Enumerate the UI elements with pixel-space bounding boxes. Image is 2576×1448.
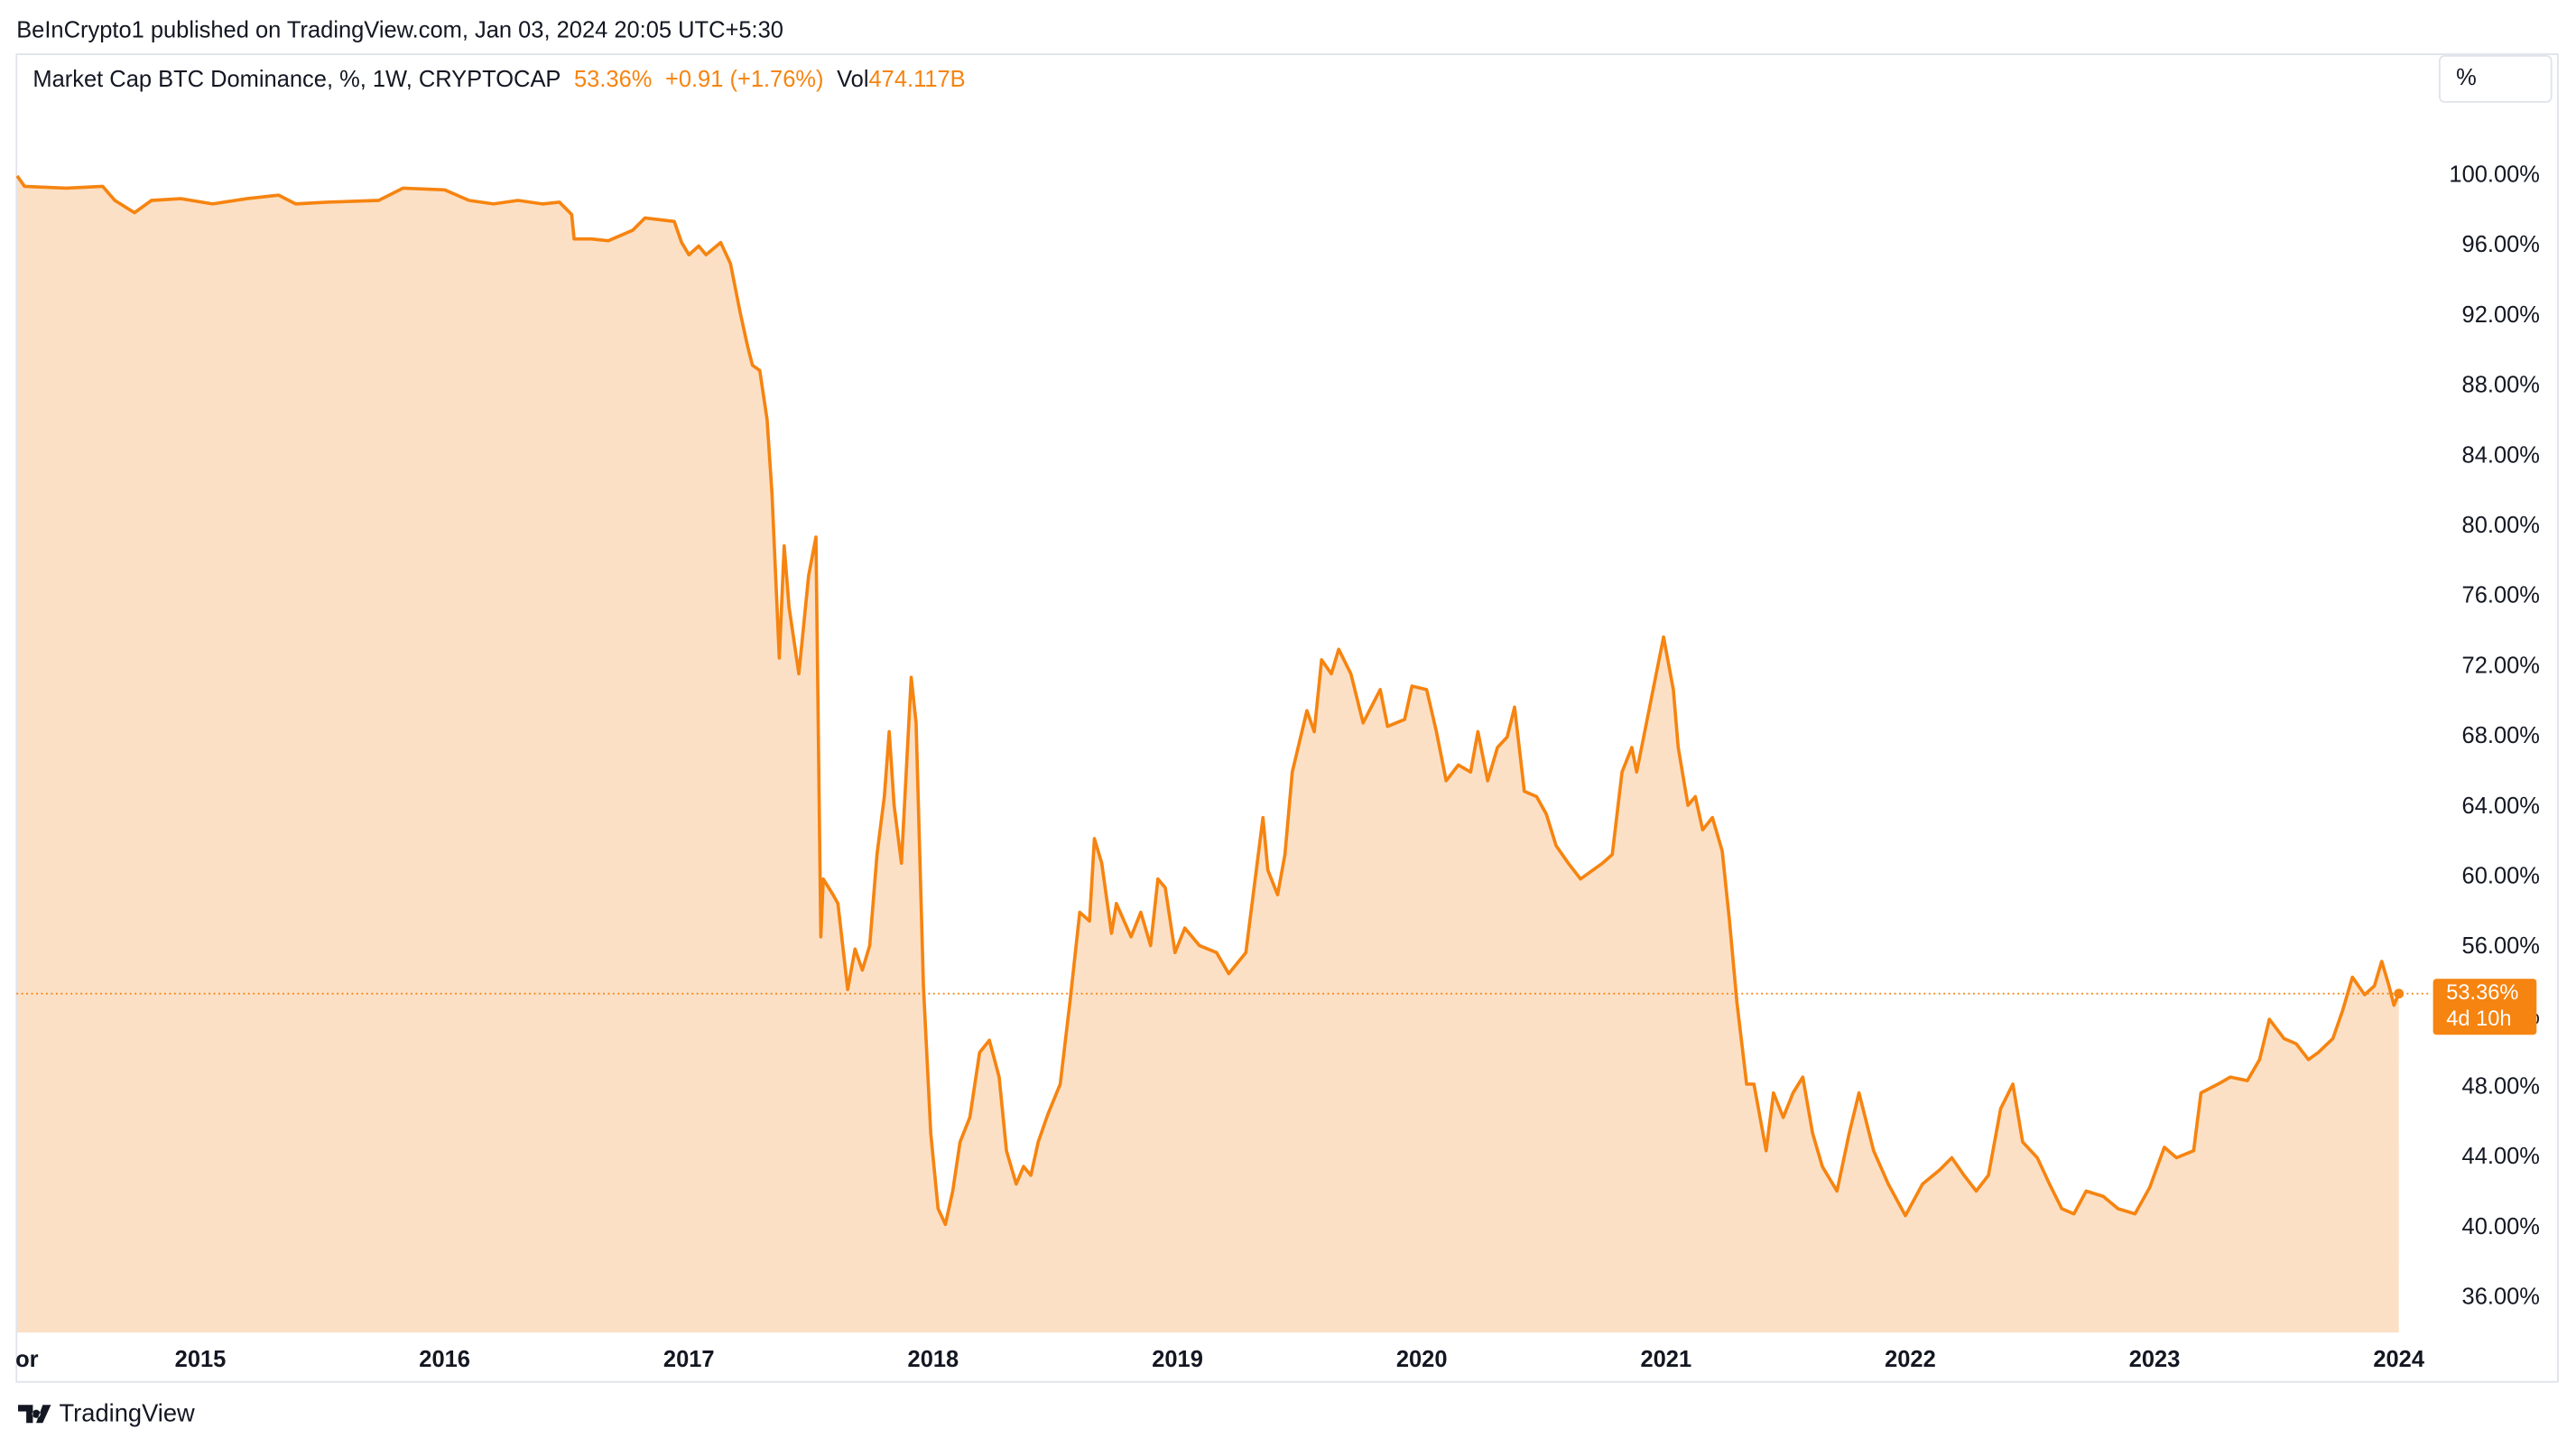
y-tick-label: 76.00% <box>2462 583 2540 608</box>
y-tick-label: 36.00% <box>2462 1285 2540 1310</box>
legend-vol: 474.117B <box>869 67 966 92</box>
logo-icon <box>18 1405 51 1424</box>
legend-title: Market Cap BTC Dominance, %, 1W, CRYPTOC… <box>32 67 561 92</box>
scale-button[interactable]: % <box>2439 54 2553 103</box>
x-tick-label: 2017 <box>663 1347 715 1372</box>
scale-button-box[interactable] <box>2439 54 2553 103</box>
y-tick-label: 80.00% <box>2462 513 2540 538</box>
y-tick-label: 68.00% <box>2462 723 2540 748</box>
x-tick-label: or <box>15 1347 39 1372</box>
brand-logo: TradingView <box>18 1398 195 1426</box>
price-tag <box>2432 979 2537 1035</box>
brand-name: TradingView <box>60 1398 195 1426</box>
x-tick-label: 2018 <box>908 1347 959 1372</box>
x-tick-label: 2021 <box>1640 1347 1691 1372</box>
y-tick-label: 84.00% <box>2462 442 2540 468</box>
x-tick-label: 2019 <box>1152 1347 1203 1372</box>
x-tick-label: 2023 <box>2129 1347 2181 1372</box>
y-tick-label: 60.00% <box>2462 863 2540 888</box>
y-tick-label: 64.00% <box>2462 794 2540 819</box>
y-tick-label: 72.00% <box>2462 653 2540 678</box>
price-tag-countdown: 4d 10h <box>2446 1007 2511 1031</box>
area-fill <box>17 175 2399 1333</box>
y-tick-label: 44.00% <box>2462 1144 2540 1169</box>
legend-value: 53.36% <box>574 67 652 92</box>
x-tick-label: 2020 <box>1396 1347 1448 1372</box>
y-tick-label: 56.00% <box>2462 933 2540 959</box>
scale-button-label[interactable]: % <box>2456 65 2477 90</box>
x-tick-label: 2016 <box>419 1347 470 1372</box>
legend-change: +0.91 (+1.76%) <box>665 67 824 92</box>
y-tick-label: 92.00% <box>2462 302 2540 328</box>
publish-info: BeInCrypto1 published on TradingView.com… <box>16 17 783 42</box>
price-tag-value: 53.36% <box>2446 981 2518 1005</box>
plot-area <box>15 174 2405 1333</box>
y-tick-label: 88.00% <box>2462 373 2540 398</box>
y-tick-label: 40.00% <box>2462 1214 2540 1239</box>
x-tick-label: 2022 <box>1885 1347 1936 1372</box>
y-tick-label: 48.00% <box>2462 1074 2540 1100</box>
legend-vol-label: Vol <box>837 67 868 92</box>
last-point <box>2394 989 2405 999</box>
series-line <box>15 174 2401 1227</box>
legend: Market Cap BTC Dominance, %, 1W, CRYPTOC… <box>32 67 965 92</box>
y-tick-label: 96.00% <box>2462 232 2540 257</box>
x-tick-label: 2015 <box>175 1347 227 1372</box>
x-tick-label: 2024 <box>2373 1347 2424 1372</box>
y-tick-label: 100.00% <box>2449 162 2540 188</box>
